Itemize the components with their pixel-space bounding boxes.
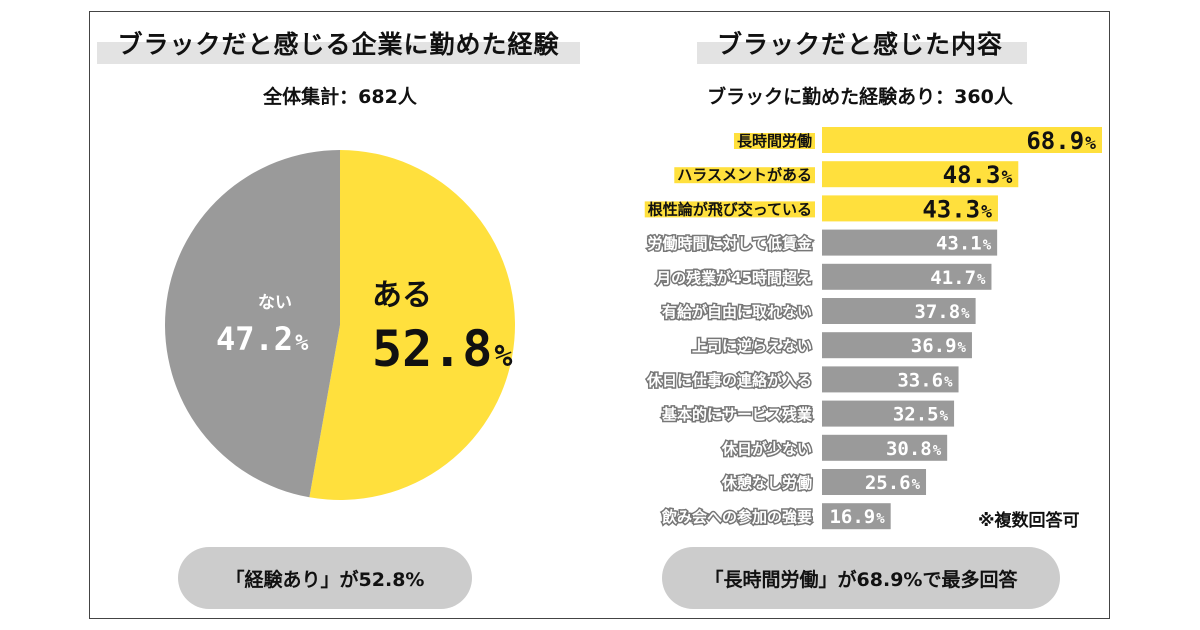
bar-value-number: 48.3 (943, 161, 1001, 189)
bar-value-unit: % (940, 409, 949, 425)
bar-3 (822, 229, 998, 256)
bar-value-label: 41.7% (930, 267, 986, 289)
bar-value-number: 43.3 (922, 195, 980, 223)
pie-value-no-unit: % (295, 331, 309, 356)
bar-10 (822, 469, 927, 495)
pie-label-no: ない (258, 293, 292, 313)
bar-value-number: 32.5 (893, 404, 939, 426)
bar-value-number: 41.7 (930, 267, 976, 289)
bar-7 (822, 366, 959, 393)
bar-category-highlight (674, 167, 815, 184)
bar-value-unit: % (944, 374, 953, 390)
left-heading-band (97, 42, 580, 64)
bar-11 (822, 503, 891, 530)
pie-slice-no (165, 150, 340, 498)
left-heading: ブラックだと感じる企業に勤めた経験 (117, 30, 560, 59)
bar-value-unit: % (876, 511, 885, 527)
bar-value-label: 43.1% (936, 233, 992, 255)
bar-value-number: 68.9 (1026, 127, 1084, 155)
bar-category-label: 月の残業が45時間超え (655, 269, 812, 287)
bar-2 (822, 195, 998, 222)
bar-9 (822, 434, 948, 461)
bar-value-label: 25.6% (865, 472, 921, 494)
bar-value-label: 30.8% (886, 438, 942, 460)
bar-category-label: 長時間労働 (737, 132, 812, 150)
bar-value-unit: % (958, 340, 967, 356)
bar-value-unit: % (983, 238, 992, 254)
bar-value-number: 30.8 (886, 438, 932, 460)
pie-value-no: 47.2% (216, 320, 309, 358)
bar-value-unit: % (981, 201, 992, 222)
bar-category-label: 休憩なし労働 (721, 474, 812, 492)
bar-value-label: 43.3% (922, 195, 992, 223)
bar-value-unit: % (961, 306, 970, 322)
bar-category-label: ハラスメントがある (677, 166, 812, 184)
bar-0 (822, 127, 1102, 153)
bar-value-label: 36.9% (911, 335, 967, 357)
left-subheading: 全体集計：682人 (263, 86, 417, 108)
bar-value-unit: % (1001, 167, 1012, 188)
bar-category-label: 飲み会への参加の強要 (661, 508, 812, 526)
bar-category-highlight (733, 133, 815, 149)
bar-value-number: 16.9 (829, 506, 875, 528)
pie-value-yes-unit: % (494, 339, 512, 374)
bar-5 (822, 298, 976, 324)
bar-category-label: 基本的にサービス残業 (661, 406, 813, 424)
bar-value-number: 33.6 (897, 369, 943, 391)
bar-value-label: 68.9% (1026, 127, 1096, 155)
bar-6 (822, 332, 972, 359)
pie-value-yes: 52.8% (372, 320, 512, 378)
bar-value-number: 43.1 (936, 233, 982, 255)
bar-1 (822, 161, 1019, 188)
bar-4 (822, 263, 992, 290)
right-summary-pill: 「長時間労働」が68.9%で最多回答 (662, 547, 1060, 609)
bar-8 (822, 400, 955, 427)
bar-category-label: 有給が自由に取れない (662, 303, 812, 321)
bar-category-label: 根性論が飛び交っている (648, 200, 812, 218)
pie-value-no-number: 47.2 (216, 320, 293, 358)
bar-value-label: 37.8% (914, 301, 970, 323)
bar-value-unit: % (933, 443, 942, 459)
bar-value-unit: % (1085, 133, 1096, 154)
bar-value-label: 33.6% (897, 369, 953, 391)
bar-category-label: 上司に逆らえない (692, 337, 812, 355)
multiple-answers-note: ※複数回答可 (978, 511, 1080, 531)
bar-value-unit: % (977, 272, 986, 288)
bar-value-number: 36.9 (911, 335, 957, 357)
right-heading: ブラックだと感じた内容 (716, 30, 1003, 59)
right-heading-band (697, 42, 1027, 64)
right-subheading: ブラックに勤めた経験あり：360人 (707, 86, 1013, 108)
bar-category-highlight (644, 201, 815, 218)
bar-value-label: 48.3% (943, 161, 1013, 189)
pie-slice-yes (309, 150, 516, 501)
left-summary-pill: 「経験あり」が52.8% (178, 547, 472, 609)
bar-category-label: 休日に仕事の連絡が入る (646, 371, 812, 389)
bar-category-label: 休日が少ない (721, 440, 812, 458)
pie-label-yes: ある (372, 278, 432, 313)
bar-value-label: 16.9% (829, 506, 885, 528)
bar-value-label: 32.5% (893, 404, 949, 426)
bar-category-label: 労働時間に対して低賃金 (647, 235, 813, 253)
bar-value-unit: % (912, 477, 921, 493)
bar-value-number: 25.6 (865, 472, 911, 494)
bar-value-number: 37.8 (914, 301, 960, 323)
pie-value-yes-number: 52.8 (372, 320, 492, 378)
